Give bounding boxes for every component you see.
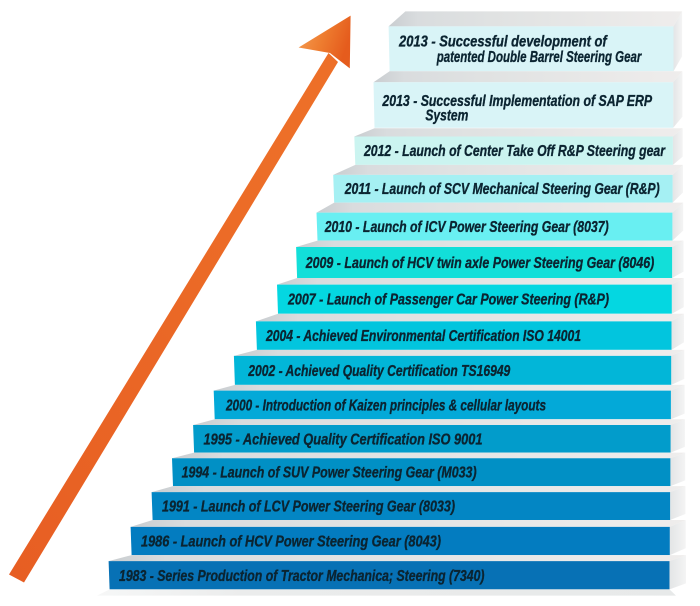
svg-text:2000 - Introduction of Kaizen: 2000 - Introduction of Kaizen principles… <box>225 398 546 415</box>
svg-text:2002 - Achieved Quality Certif: 2002 - Achieved Quality Certification TS… <box>248 363 511 380</box>
svg-text:1995 - Achieved Quality Certif: 1995 - Achieved Quality Certification IS… <box>204 431 483 448</box>
svg-text:2012 - Launch of Center Take O: 2012 - Launch of Center Take Off R&P Ste… <box>363 143 665 160</box>
svg-text:1991 - Launch of LCV Power Ste: 1991 - Launch of LCV Power Steering Gear… <box>162 499 455 516</box>
svg-text:System: System <box>425 107 468 124</box>
svg-text:2010 - Launch of ICV Power Ste: 2010 - Launch of ICV Power Steering Gear… <box>324 219 609 236</box>
svg-text:1994 - Launch of SUV Power Ste: 1994 - Launch of SUV Power Steering Gear… <box>182 465 477 482</box>
svg-text:2004 - Achieved Environmental: 2004 - Achieved Environmental Certificat… <box>265 328 581 345</box>
svg-text:2007 - Launch of Passenger Car: 2007 - Launch of Passenger Car Power Ste… <box>287 292 609 309</box>
svg-text:2013 - Successful Implementati: 2013 - Successful Implementation of SAP … <box>382 93 653 110</box>
svg-text:2013 - Successful development: 2013 - Successful development of <box>398 34 608 51</box>
svg-text:1986 - Launch of HCV Power Ste: 1986 - Launch of HCV Power Steering Gear… <box>141 534 441 551</box>
svg-text:2009 - Launch of HCV twin axle: 2009 - Launch of HCV twin axle Power Ste… <box>305 255 654 272</box>
svg-text:patented Double Barrel Steerin: patented Double Barrel Steering Gear <box>436 49 642 66</box>
svg-text:2011 - Launch of SCV Mechanica: 2011 - Launch of SCV Mechanical Steering… <box>344 181 660 198</box>
svg-text:1983 - Series Production of Tr: 1983 - Series Production of Tractor Mech… <box>119 568 485 585</box>
